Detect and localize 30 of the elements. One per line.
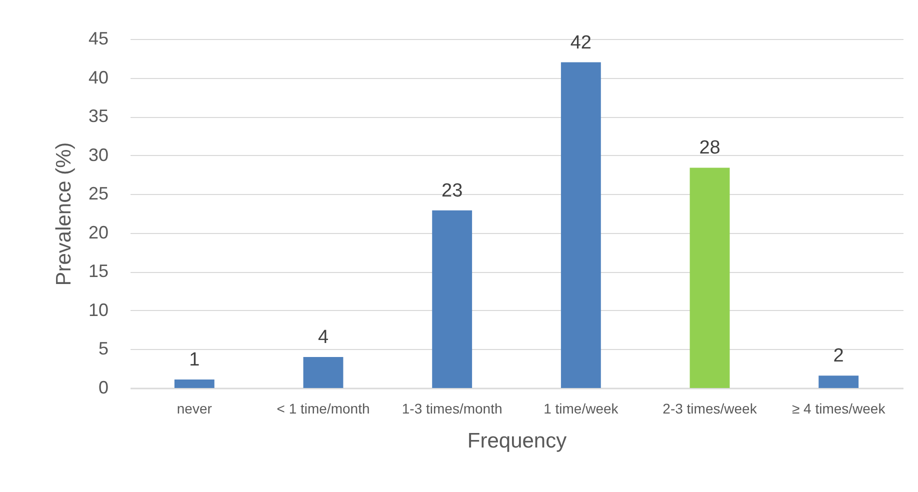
y-tick-label: 40 — [88, 67, 108, 88]
data-label: 2 — [833, 346, 844, 367]
data-label: 28 — [699, 138, 720, 159]
y-tick-label: 20 — [88, 222, 108, 242]
x-tick-label: 2-3 times/week — [662, 400, 758, 416]
data-label: 4 — [318, 326, 329, 348]
bar — [818, 376, 859, 388]
x-tick-label: ≥ 4 times/week — [792, 400, 886, 416]
y-tick-label: 25 — [88, 184, 108, 204]
bar — [560, 62, 601, 388]
x-tick-label: < 1 time/month — [276, 400, 370, 416]
bar — [432, 210, 472, 388]
data-label: 1 — [189, 349, 200, 370]
bar — [690, 168, 730, 388]
data-label: 42 — [570, 32, 592, 54]
x-tick-label: 1 time/week — [544, 400, 620, 416]
y-tick-label: 5 — [98, 338, 108, 359]
y-tick-label: 35 — [88, 106, 108, 126]
bar — [174, 379, 214, 388]
y-axis-title: Prevalence (%) — [52, 142, 76, 286]
y-tick-label: 10 — [88, 300, 108, 320]
bar — [303, 356, 344, 388]
data-label: 23 — [442, 180, 463, 202]
y-tick-label: 30 — [88, 144, 108, 165]
y-tick-label: 45 — [88, 28, 108, 48]
y-tick-label: 0 — [98, 378, 108, 398]
x-axis-title: Frequency — [467, 430, 568, 452]
x-tick-label: never — [176, 400, 212, 416]
y-tick-label: 15 — [88, 261, 108, 282]
x-tick-label: 1-3 times/month — [402, 400, 502, 416]
